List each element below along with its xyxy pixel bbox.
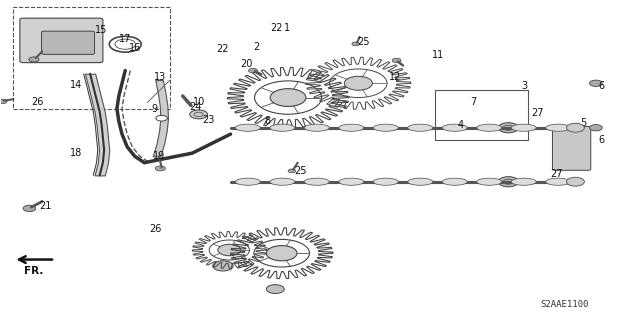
Circle shape xyxy=(189,110,207,119)
Bar xyxy=(435,90,527,140)
Circle shape xyxy=(266,246,297,261)
Circle shape xyxy=(270,89,306,107)
Text: 24: 24 xyxy=(189,102,202,112)
Circle shape xyxy=(23,205,36,211)
Ellipse shape xyxy=(373,178,398,185)
Text: 16: 16 xyxy=(129,43,141,53)
Text: 26: 26 xyxy=(31,97,44,107)
Text: 4: 4 xyxy=(458,120,463,130)
Text: 7: 7 xyxy=(470,97,476,107)
FancyBboxPatch shape xyxy=(42,31,95,54)
Circle shape xyxy=(589,80,602,86)
Text: 11: 11 xyxy=(432,50,444,60)
Ellipse shape xyxy=(373,124,398,131)
Text: 13: 13 xyxy=(154,72,166,82)
Ellipse shape xyxy=(408,178,433,185)
Text: 27: 27 xyxy=(531,108,543,118)
Text: 17: 17 xyxy=(119,34,131,44)
Text: 9: 9 xyxy=(151,104,157,114)
Ellipse shape xyxy=(270,124,295,131)
Text: 5: 5 xyxy=(580,118,586,128)
Circle shape xyxy=(218,244,241,256)
Ellipse shape xyxy=(236,124,260,131)
Text: 19: 19 xyxy=(153,151,165,161)
Ellipse shape xyxy=(408,124,433,131)
Circle shape xyxy=(566,177,584,186)
Circle shape xyxy=(498,123,518,133)
Text: FR.: FR. xyxy=(24,266,44,276)
Text: 6: 6 xyxy=(598,136,604,145)
Text: 23: 23 xyxy=(202,115,214,125)
Text: 12: 12 xyxy=(389,72,401,82)
Circle shape xyxy=(266,285,284,293)
Circle shape xyxy=(566,123,584,132)
Text: 3: 3 xyxy=(522,81,527,92)
Text: 6: 6 xyxy=(598,81,604,92)
Ellipse shape xyxy=(304,124,330,131)
Circle shape xyxy=(589,124,602,131)
FancyBboxPatch shape xyxy=(552,126,591,170)
Text: S2AAE1100: S2AAE1100 xyxy=(540,300,589,309)
Ellipse shape xyxy=(511,178,536,185)
Text: 14: 14 xyxy=(70,80,82,90)
Circle shape xyxy=(392,58,401,63)
Ellipse shape xyxy=(477,124,502,131)
Text: 25: 25 xyxy=(357,37,370,47)
Ellipse shape xyxy=(339,124,364,131)
Circle shape xyxy=(29,57,39,62)
Text: 2: 2 xyxy=(253,42,259,52)
Ellipse shape xyxy=(477,178,502,185)
Ellipse shape xyxy=(339,178,364,185)
Circle shape xyxy=(288,169,296,173)
Ellipse shape xyxy=(546,124,571,131)
Text: 1: 1 xyxy=(284,23,290,33)
Text: 27: 27 xyxy=(550,169,563,179)
Text: 21: 21 xyxy=(39,201,52,211)
Text: 26: 26 xyxy=(149,224,161,234)
Circle shape xyxy=(344,76,372,90)
Text: 20: 20 xyxy=(241,59,253,69)
Text: 25: 25 xyxy=(294,166,307,176)
Circle shape xyxy=(352,42,360,46)
Circle shape xyxy=(156,115,168,121)
Text: 8: 8 xyxy=(264,116,271,126)
Ellipse shape xyxy=(511,124,536,131)
Circle shape xyxy=(0,99,7,104)
Circle shape xyxy=(498,177,518,187)
Text: 22: 22 xyxy=(217,44,229,54)
Ellipse shape xyxy=(442,178,467,185)
Text: 18: 18 xyxy=(70,148,82,158)
FancyBboxPatch shape xyxy=(20,18,103,63)
Ellipse shape xyxy=(546,178,571,185)
Ellipse shape xyxy=(442,124,467,131)
Ellipse shape xyxy=(270,178,295,185)
Text: 15: 15 xyxy=(95,25,108,35)
Ellipse shape xyxy=(236,178,260,185)
Text: 22: 22 xyxy=(270,23,283,33)
Circle shape xyxy=(248,68,257,73)
Text: 10: 10 xyxy=(193,97,205,107)
Circle shape xyxy=(212,261,233,271)
Circle shape xyxy=(156,166,166,171)
Ellipse shape xyxy=(304,178,330,185)
Bar xyxy=(13,7,170,109)
